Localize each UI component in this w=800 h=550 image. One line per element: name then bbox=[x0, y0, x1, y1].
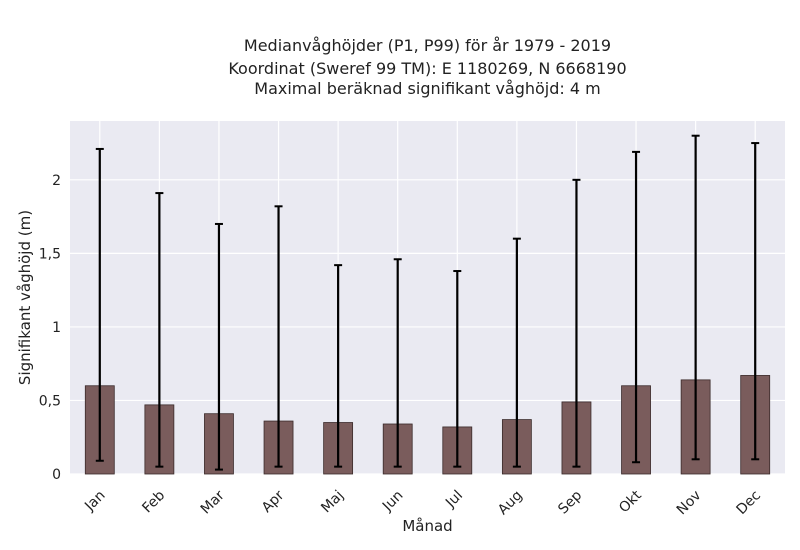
y-tick-label: 0 bbox=[52, 467, 61, 483]
x-tick-label: Jul bbox=[442, 488, 466, 512]
plot-area bbox=[70, 121, 785, 474]
x-tick-label: Maj bbox=[318, 488, 347, 517]
x-tick-label: Apr bbox=[259, 487, 288, 516]
x-tick-label: Aug bbox=[495, 488, 526, 519]
y-tick-label: 2 bbox=[52, 173, 61, 189]
x-tick-label: Jan bbox=[81, 488, 108, 515]
x-tick-label: Dec bbox=[734, 488, 764, 518]
y-tick-label: 0,5 bbox=[39, 393, 61, 409]
y-tick-label: 1,5 bbox=[39, 246, 61, 262]
x-axis-label: Månad bbox=[402, 517, 452, 535]
x-tick-label: Nov bbox=[674, 488, 705, 519]
y-axis-label: Signifikant våghöjd (m) bbox=[16, 210, 34, 385]
chart-title-line-2: Koordinat (Sweref 99 TM): E 1180269, N 6… bbox=[228, 59, 627, 78]
error-bar-layer bbox=[95, 134, 760, 471]
x-tick-label: Mar bbox=[198, 487, 228, 517]
x-tick-label: Okt bbox=[616, 487, 645, 516]
chart-title-line-1: Medianvåghöjder (P1, P99) för år 1979 - … bbox=[243, 36, 612, 55]
x-tick-label: Feb bbox=[139, 487, 168, 516]
x-tick-label: Sep bbox=[555, 487, 585, 517]
chart-title-line-3: Maximal beräknad signifikant våghöjd: 4 … bbox=[254, 79, 601, 98]
x-tick-label: Jun bbox=[379, 488, 406, 515]
y-tick-label: 1 bbox=[52, 320, 61, 336]
